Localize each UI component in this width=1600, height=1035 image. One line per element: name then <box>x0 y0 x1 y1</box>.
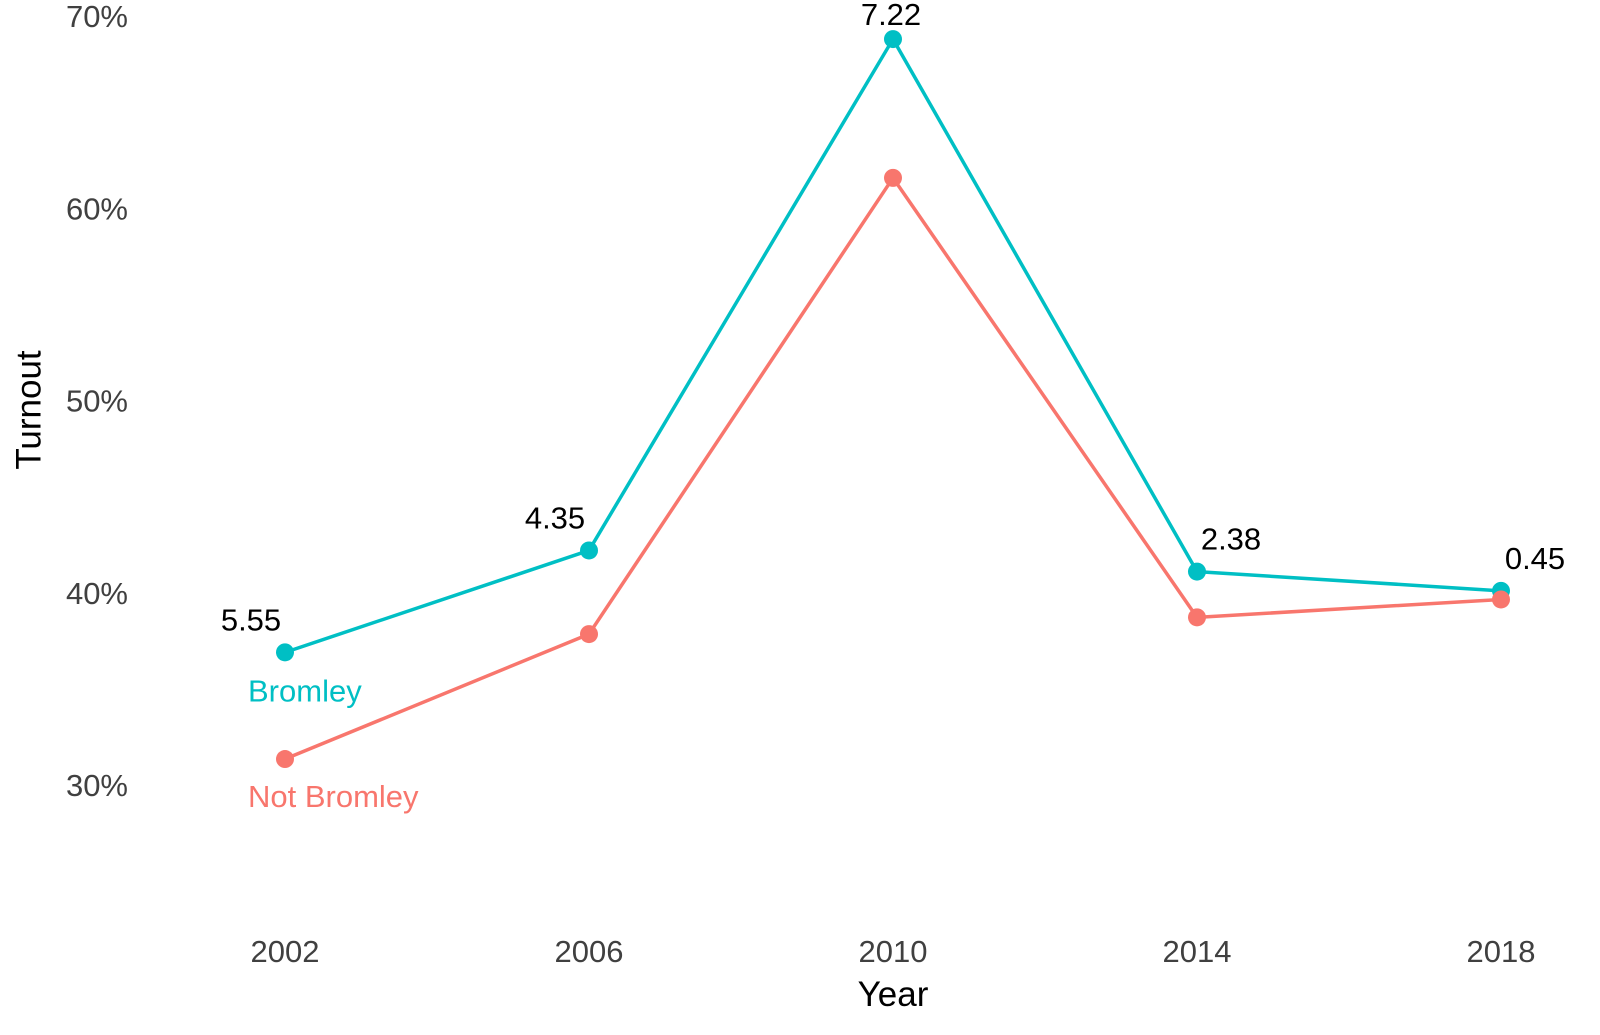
x-tick-label: 2018 <box>1467 934 1536 969</box>
data-point-bromley <box>276 643 294 662</box>
y-tick-label: 30% <box>66 768 128 803</box>
x-tick-label: 2014 <box>1163 934 1232 969</box>
series-line-not-bromley <box>283 176 1503 761</box>
series-label-not-bromley: Not Bromley <box>248 779 419 814</box>
series-line-bromley <box>283 37 1503 655</box>
difference-label: 0.45 <box>1505 541 1565 576</box>
data-point-not-bromley <box>580 625 598 644</box>
data-point-not-bromley <box>276 750 294 769</box>
difference-label: 5.55 <box>221 602 281 637</box>
y-tick-label: 40% <box>66 576 128 611</box>
x-axis-title: Year <box>857 975 929 1014</box>
y-tick-label: 70% <box>66 0 128 34</box>
data-point-not-bromley <box>884 168 902 187</box>
y-tick-label: 50% <box>66 384 128 419</box>
difference-label: 7.22 <box>861 0 921 32</box>
series-label-bromley: Bromley <box>248 673 362 708</box>
data-point-bromley <box>1188 562 1206 581</box>
data-point-not-bromley <box>1492 590 1510 609</box>
x-tick-label: 2010 <box>859 934 928 969</box>
difference-label: 4.35 <box>525 500 585 535</box>
y-tick-label: 60% <box>66 191 128 226</box>
data-point-bromley <box>884 30 902 49</box>
data-point-not-bromley <box>1188 608 1206 627</box>
x-tick-label: 2002 <box>251 934 320 969</box>
data-point-bromley <box>580 541 598 560</box>
x-tick-label: 2006 <box>555 934 624 969</box>
difference-label: 2.38 <box>1201 522 1261 557</box>
